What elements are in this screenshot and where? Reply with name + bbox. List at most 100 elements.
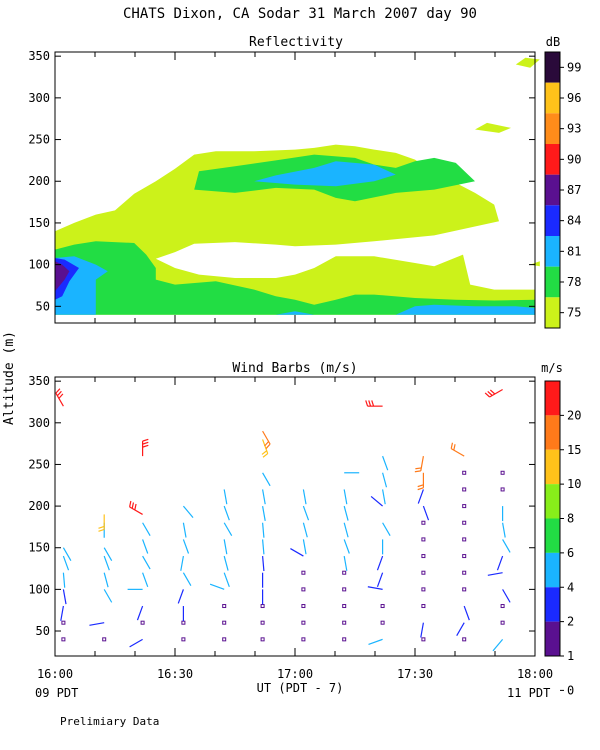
wind-barb-staff: [136, 605, 144, 621]
wind-barb-staff: [456, 622, 465, 636]
wind-barb-38: [209, 583, 225, 590]
wind-colorbar-swatch-5: [545, 552, 560, 588]
reflectivity-colorbar-label-90: 90: [567, 152, 581, 166]
wind-calm-126: [500, 470, 505, 475]
reflectivity-region-81-5: [395, 304, 535, 315]
wind-barb-staff: [129, 638, 143, 648]
wind-barb-staff: [450, 448, 465, 457]
wind-calm-92: [421, 637, 426, 642]
reflectivity-colorbar-swatch-1: [545, 82, 560, 114]
wind-calm-69: [342, 620, 347, 625]
wind-barb-29: [177, 589, 184, 604]
wind-barb-120: [487, 572, 503, 576]
reflectivity-region-75-9: [515, 57, 540, 68]
reflectivity-colorbar-label-78: 78: [567, 275, 581, 289]
wind-calm-114: [462, 470, 467, 475]
wind-barb-staff: [180, 555, 184, 571]
x-right-caption: 11 PDT: [507, 686, 550, 700]
reflectivity-y-axis: 350 300 250 200 150 100 50: [28, 49, 535, 313]
wind-calm-72: [342, 570, 347, 575]
wind-barb-staff: [182, 539, 190, 554]
wind-barb-121: [496, 555, 504, 571]
wind-barb-76: [343, 505, 349, 521]
time-tick-label-2: 17:00: [277, 667, 313, 681]
wind-calm-71: [342, 587, 347, 592]
wind-calm-70: [342, 604, 347, 609]
wind-barb-staff: [367, 586, 383, 590]
reflectivity-contours: [55, 57, 540, 315]
wind-barb-75: [343, 522, 349, 538]
wind-barb-123: [502, 522, 506, 538]
wind-barb-32: [182, 539, 190, 554]
wind-barb-54: [262, 489, 266, 505]
wind-calm-36: [222, 620, 227, 625]
wind-barb-103: [414, 456, 424, 473]
wind-barb-73: [343, 555, 348, 571]
reflectivity-colorbar-swatch-5: [545, 205, 560, 236]
wind-barb-staff: [103, 547, 113, 562]
wind-barb-67: [302, 489, 307, 505]
wind-barb-13: [103, 547, 113, 562]
wind-barb-23: [142, 522, 151, 537]
wind-barb-staff: [223, 539, 228, 555]
wind-barb-staff: [302, 522, 308, 538]
wind-barb-25: [142, 438, 149, 457]
wind-y-tick-label-300: 300: [28, 416, 50, 430]
wind-calm-45: [260, 637, 265, 642]
wind-barb-64: [302, 539, 307, 555]
wind-barb-feather: [262, 453, 269, 458]
wind-barb-staff: [62, 572, 66, 588]
wind-barb-staff: [223, 572, 230, 588]
wind-y-axis: 350 300 250 200 150 100 50: [28, 374, 535, 638]
wind-barb-staff: [262, 505, 266, 521]
wind-barb-33: [182, 522, 187, 538]
wind-calm-99: [421, 520, 426, 525]
wind-colorbar-label-1: 1: [567, 649, 574, 663]
wind-barb-staff: [343, 489, 348, 505]
wind-barb-91: [365, 400, 383, 407]
wind-barb-staff: [60, 605, 64, 621]
wind-y-tick-label-250: 250: [28, 457, 50, 471]
wind-colorbar-swatch-0: [545, 381, 560, 416]
wind-barb-4: [62, 572, 66, 588]
wind-barb-feather: [371, 400, 375, 407]
wind-barb-staff: [422, 505, 430, 521]
reflectivity-x-axis: [54, 52, 536, 323]
wind-calm-113: [462, 487, 467, 492]
wind-colorbar-unit: m/s: [541, 361, 563, 375]
wind-barb-30: [182, 572, 192, 587]
wind-barb-10: [103, 589, 113, 603]
wind-barb-feather: [56, 390, 62, 397]
wind-calm-104: [462, 637, 467, 642]
wind-barb-2: [60, 605, 64, 621]
wind-barb-119: [502, 589, 511, 603]
wind-barb-116: [492, 638, 504, 652]
wind-barb-staff: [262, 539, 265, 555]
wind-barb-staff: [62, 547, 72, 562]
wind-barb-staff: [103, 572, 109, 588]
reflectivity-colorbar-label-93: 93: [567, 122, 581, 136]
wind-colorbar-label-8: 8: [567, 512, 574, 526]
wind-y-tick-label-200: 200: [28, 499, 50, 513]
wind-barb-staff: [343, 505, 349, 521]
reflectivity-colorbar-swatch-4: [545, 174, 560, 206]
reflectivity-y-tick-label-200: 200: [28, 174, 50, 188]
time-tick-label-1: 16:30: [157, 667, 193, 681]
wind-barb-staff: [103, 589, 113, 603]
wind-calm-98: [421, 537, 426, 542]
wind-y-tick-label-350: 350: [28, 374, 50, 388]
time-tick-label-4: 18:00: [517, 667, 553, 681]
wind-barb-105: [456, 622, 465, 636]
reflectivity-colorbar-label-96: 96: [567, 91, 581, 105]
wind-calm-61: [301, 587, 306, 592]
reflectivity-y-tick-label-100: 100: [28, 258, 50, 272]
wind-barb-feather: [417, 487, 424, 491]
wind-barb-6: [62, 547, 72, 562]
reflectivity-colorbar-swatch-2: [545, 113, 560, 144]
wind-calm-80: [380, 620, 385, 625]
wind-colorbar-swatch-1: [545, 415, 560, 450]
wind-barb-feather: [129, 500, 132, 508]
wind-barb-staff: [382, 522, 391, 537]
wind-barb-staff: [502, 539, 511, 553]
wind-y-tick-label-150: 150: [28, 541, 50, 555]
